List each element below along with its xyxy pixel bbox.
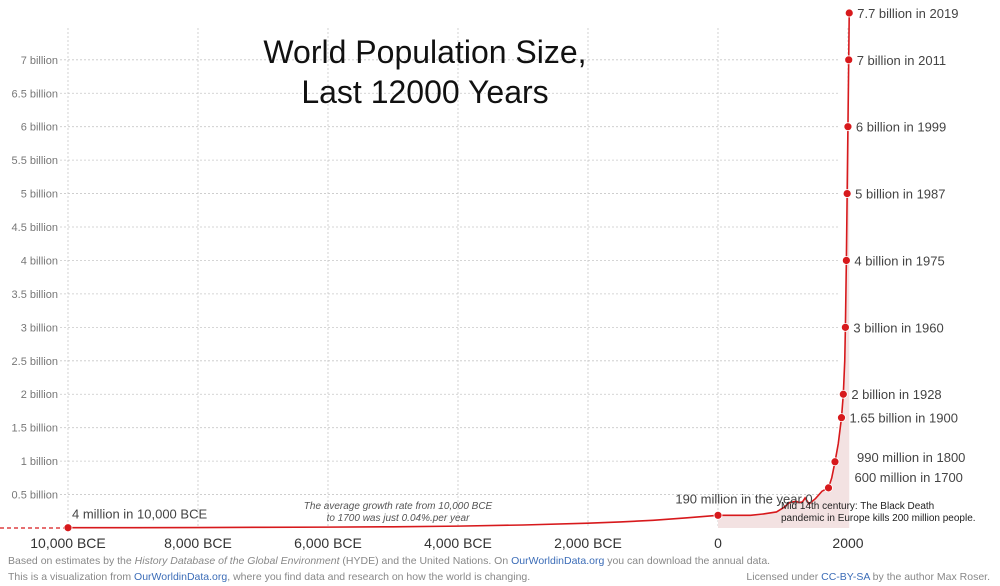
license-text: Licensed under xyxy=(746,571,822,583)
point-label: 4 billion in 1975 xyxy=(854,253,944,268)
y-tick-label: 3.5 billion xyxy=(12,289,58,301)
x-tick-label: 10,000 BCE xyxy=(30,535,106,551)
data-point xyxy=(63,523,73,533)
title-line: World Population Size, xyxy=(263,34,586,70)
y-tick-label: 4 billion xyxy=(21,255,58,267)
footer-text: Based on estimates by the xyxy=(8,555,135,567)
x-tick-label: 6,000 BCE xyxy=(294,535,362,551)
license-link[interactable]: CC-BY-SA xyxy=(821,571,870,583)
y-tick-label: 1 billion xyxy=(21,456,58,468)
x-tick-label: 0 xyxy=(714,535,722,551)
growth-rate-annotation: to 1700 was just 0.04%.per year xyxy=(327,513,471,524)
x-tick-label: 2,000 BCE xyxy=(554,535,622,551)
points-layer xyxy=(63,8,854,533)
point-label: 3 billion in 1960 xyxy=(853,320,943,335)
point-label: 190 million in the year 0 xyxy=(675,491,812,506)
footer-text: you can download the annual data. xyxy=(604,555,771,567)
point-label: 1.65 billion in 1900 xyxy=(850,411,958,426)
point-label: 7.7 billion in 2019 xyxy=(857,6,958,21)
black-death-annotation: pandemic in Europe kills 200 million peo… xyxy=(781,513,976,524)
growth-rate-annotation: The average growth rate from 10,000 BCE xyxy=(304,501,493,512)
annotations: The average growth rate from 10,000 BCEt… xyxy=(304,501,976,524)
y-tick-label: 2.5 billion xyxy=(12,356,58,368)
point-label: 2 billion in 1928 xyxy=(851,387,941,402)
y-tick-label: 1.5 billion xyxy=(12,423,58,435)
point-label: 6 billion in 1999 xyxy=(856,120,946,135)
y-tick-label: 4.5 billion xyxy=(12,222,58,234)
data-point xyxy=(844,8,854,18)
y-tick-label: 6 billion xyxy=(21,122,58,134)
grid-layer xyxy=(0,28,849,529)
footer-license: Licensed under CC-BY-SA by the author Ma… xyxy=(746,571,990,583)
footer-owid-link[interactable]: OurWorldinData.org xyxy=(511,555,605,567)
x-tick-label: 4,000 BCE xyxy=(424,535,492,551)
data-point xyxy=(824,483,833,493)
data-point xyxy=(841,256,851,265)
series-layer xyxy=(67,12,851,529)
title-line: Last 12000 Years xyxy=(301,74,548,110)
point-label: 5 billion in 1987 xyxy=(855,187,945,202)
population-area xyxy=(718,13,850,528)
y-axis: 0.5 billion 1 billion 1.5 billion 2 billion… xyxy=(12,55,58,502)
point-label: 990 million in 1800 xyxy=(857,450,965,465)
footer-owid-link[interactable]: OurWorldinData.org xyxy=(134,571,228,583)
y-tick-label: 0.5 billion xyxy=(12,490,58,502)
data-point xyxy=(830,457,840,467)
y-tick-label: 3 billion xyxy=(21,322,58,334)
point-label: 4 million in 10,000 BCE xyxy=(72,507,207,522)
y-tick-label: 2 billion xyxy=(21,389,58,401)
footer-text: (HYDE) and the United Nations. On xyxy=(339,555,512,567)
data-point xyxy=(842,189,852,198)
data-point xyxy=(713,510,723,520)
license-text: by the author Max Roser. xyxy=(869,571,990,583)
point-label: 600 million in 1700 xyxy=(855,470,963,485)
x-axis: 10,000 BCE 8,000 BCE 6,000 BCE 4,000 BCE 2,0… xyxy=(30,535,864,551)
point-label: 7 billion in 2011 xyxy=(857,53,946,68)
population-line xyxy=(67,12,851,529)
footer-hyde-name: History Database of the Global Environme… xyxy=(134,555,340,567)
y-tick-label: 5 billion xyxy=(21,189,58,201)
data-point xyxy=(841,322,850,332)
y-tick-label: 7 billion xyxy=(21,55,58,67)
point-labels: 4 million in 10,000 BCE 190 million in th… xyxy=(72,6,965,522)
footer-source-line: Based on estimates by the History Databa… xyxy=(8,555,770,567)
x-tick-label: 2000 xyxy=(832,535,863,551)
y-tick-label: 5.5 billion xyxy=(12,155,58,167)
chart-title: World Population Size, Last 12000 Years xyxy=(263,34,586,110)
black-death-annotation: Mid 14th century: The Black Death xyxy=(781,501,934,512)
data-point xyxy=(837,413,846,423)
footer-text: , where you find data and research on ho… xyxy=(227,571,531,583)
data-point xyxy=(838,389,848,399)
y-tick-label: 6.5 billion xyxy=(12,88,58,100)
area-layer xyxy=(718,13,850,528)
data-point xyxy=(843,122,853,132)
footer-text: This is a visualization from xyxy=(8,571,135,583)
footer-visualization-line: This is a visualization from OurWorldinD… xyxy=(8,571,530,583)
x-tick-label: 8,000 BCE xyxy=(164,535,232,551)
data-point xyxy=(844,55,854,65)
